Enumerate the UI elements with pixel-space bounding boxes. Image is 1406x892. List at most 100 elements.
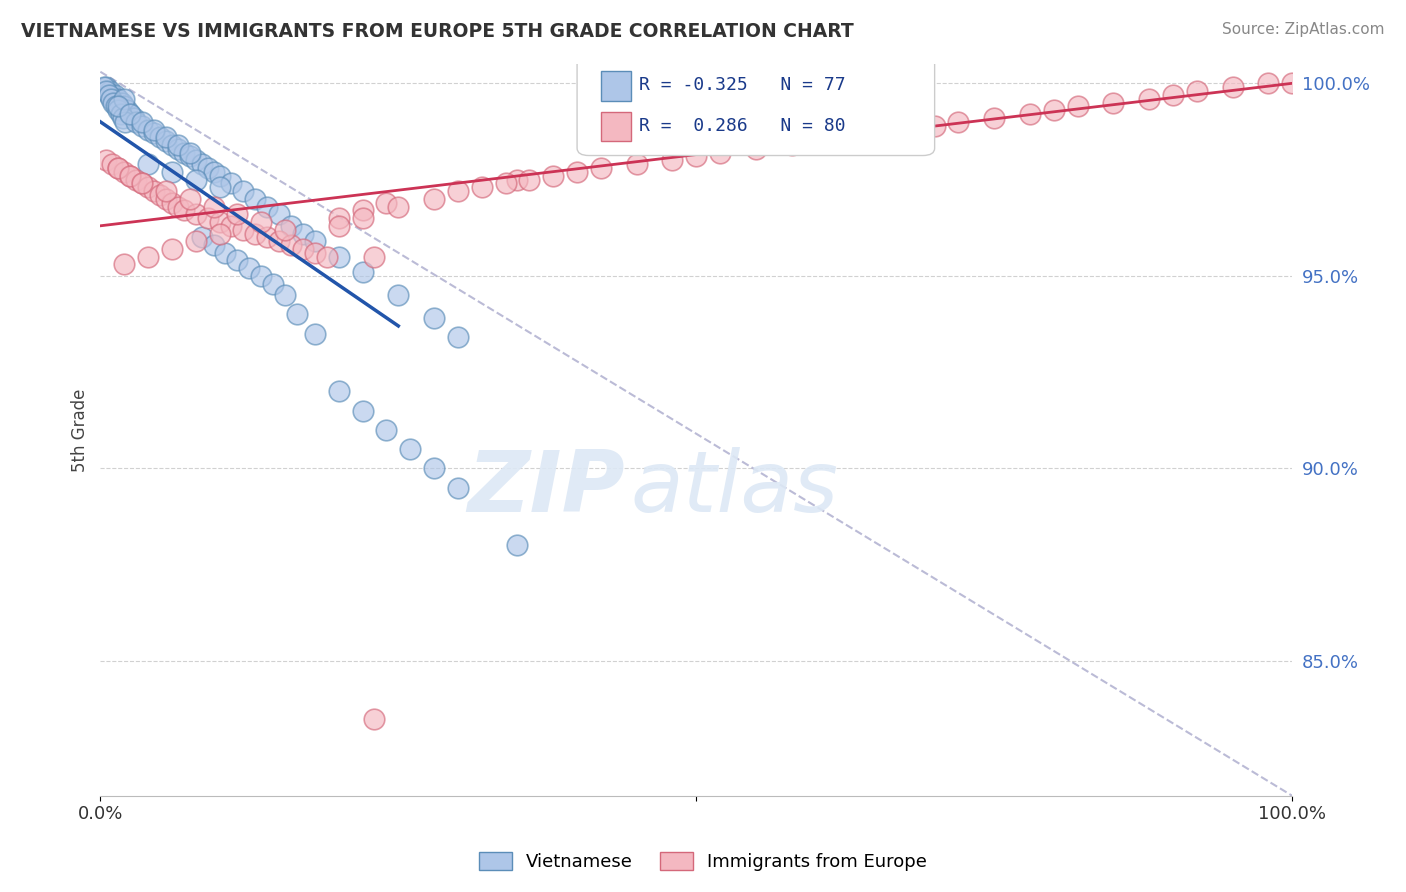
Point xyxy=(565,165,588,179)
Point xyxy=(506,538,529,552)
Text: VIETNAMESE VS IMMIGRANTS FROM EUROPE 5TH GRADE CORRELATION CHART: VIETNAMESE VS IMMIGRANTS FROM EUROPE 5TH… xyxy=(21,22,853,41)
Point xyxy=(280,238,302,252)
Point xyxy=(1185,84,1208,98)
Point xyxy=(208,180,231,194)
Point xyxy=(143,184,166,198)
Point xyxy=(1161,87,1184,102)
Point xyxy=(304,326,326,341)
Point xyxy=(291,242,314,256)
Legend: Vietnamese, Immigrants from Europe: Vietnamese, Immigrants from Europe xyxy=(472,845,934,879)
FancyBboxPatch shape xyxy=(576,57,935,155)
Point xyxy=(804,134,827,148)
Point xyxy=(352,203,374,218)
Point xyxy=(304,245,326,260)
Point xyxy=(166,137,188,152)
Point xyxy=(900,122,922,136)
Point xyxy=(125,115,148,129)
Point xyxy=(1102,95,1125,110)
Point xyxy=(274,288,297,302)
Point xyxy=(352,211,374,226)
Point xyxy=(232,222,254,236)
Point xyxy=(352,265,374,279)
Point xyxy=(103,95,125,110)
Point xyxy=(269,234,291,248)
Point xyxy=(155,130,177,145)
Point xyxy=(280,219,302,233)
Point xyxy=(173,203,195,218)
Point xyxy=(98,84,121,98)
Point xyxy=(328,219,350,233)
Point xyxy=(101,87,124,102)
Point xyxy=(160,195,183,210)
Point xyxy=(226,253,249,268)
Point xyxy=(107,161,129,175)
Point xyxy=(352,403,374,417)
Point xyxy=(447,330,470,344)
Point xyxy=(423,311,446,326)
Point xyxy=(661,153,683,168)
Point xyxy=(506,172,529,186)
Point xyxy=(107,92,129,106)
Point xyxy=(363,250,385,264)
Point xyxy=(107,103,129,118)
Point xyxy=(1066,99,1088,113)
Point xyxy=(924,119,946,133)
Point xyxy=(122,111,145,125)
Point xyxy=(828,130,851,145)
Point xyxy=(221,177,243,191)
Point xyxy=(245,227,267,241)
Point xyxy=(120,107,142,121)
Point xyxy=(626,157,648,171)
Point xyxy=(143,122,166,136)
Point xyxy=(238,261,260,276)
FancyBboxPatch shape xyxy=(600,112,631,141)
Point xyxy=(423,192,446,206)
Point xyxy=(399,442,422,457)
Point xyxy=(256,200,278,214)
Point xyxy=(328,211,350,226)
Point xyxy=(250,215,273,229)
Point xyxy=(375,195,398,210)
Point xyxy=(160,165,183,179)
Point xyxy=(226,207,249,221)
Point xyxy=(136,250,159,264)
Point xyxy=(328,384,350,399)
Point xyxy=(328,250,350,264)
Point xyxy=(120,107,142,121)
Point xyxy=(190,230,212,244)
Point xyxy=(112,92,135,106)
Point xyxy=(184,153,207,168)
Point xyxy=(184,172,207,186)
Point xyxy=(387,200,409,214)
Point xyxy=(136,180,159,194)
Point xyxy=(110,107,132,121)
Point xyxy=(112,99,135,113)
Point xyxy=(190,157,212,171)
Point xyxy=(495,177,517,191)
Point xyxy=(208,215,231,229)
Point xyxy=(197,211,219,226)
Point xyxy=(262,277,284,291)
Point xyxy=(104,99,127,113)
Point xyxy=(149,130,172,145)
Text: Source: ZipAtlas.com: Source: ZipAtlas.com xyxy=(1222,22,1385,37)
Point xyxy=(1222,80,1244,95)
Point xyxy=(93,80,115,95)
Point xyxy=(541,169,564,183)
Point xyxy=(97,87,120,102)
Point xyxy=(131,177,153,191)
Point xyxy=(96,80,118,95)
Point xyxy=(1019,107,1042,121)
Point xyxy=(197,161,219,175)
Text: atlas: atlas xyxy=(631,447,839,530)
Text: R = -0.325   N = 77: R = -0.325 N = 77 xyxy=(640,76,845,94)
FancyBboxPatch shape xyxy=(600,71,631,101)
Point xyxy=(863,127,886,141)
Point xyxy=(115,103,138,118)
Point xyxy=(214,245,236,260)
Point xyxy=(111,95,134,110)
Point xyxy=(250,268,273,283)
Point xyxy=(100,92,122,106)
Point xyxy=(780,137,803,152)
Point xyxy=(96,84,118,98)
